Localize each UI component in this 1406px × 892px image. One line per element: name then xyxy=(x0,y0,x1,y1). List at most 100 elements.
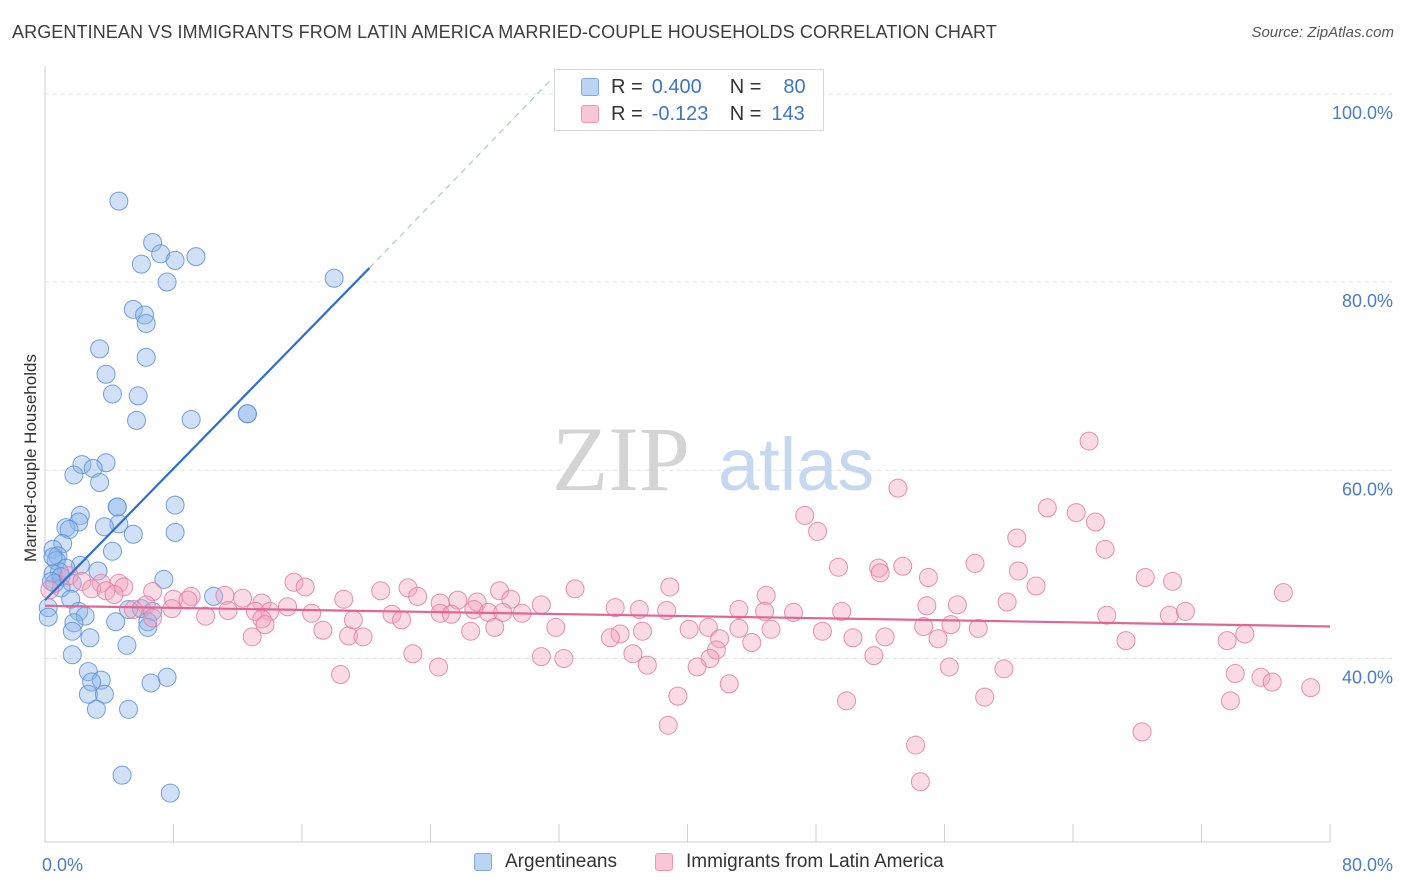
data-point xyxy=(1175,601,1195,621)
data-point xyxy=(295,577,315,597)
data-point xyxy=(334,589,354,609)
data-point xyxy=(69,512,89,532)
data-point xyxy=(1235,624,1255,644)
data-point xyxy=(756,585,776,605)
data-point xyxy=(997,592,1017,612)
data-point xyxy=(864,646,884,666)
data-point xyxy=(160,783,180,803)
data-point xyxy=(70,505,90,525)
data-point xyxy=(1262,672,1282,692)
data-point xyxy=(96,453,116,473)
data-point xyxy=(742,632,762,652)
data-point xyxy=(382,604,402,624)
data-point xyxy=(1301,678,1321,698)
data-point xyxy=(870,563,890,583)
data-point xyxy=(994,659,1014,679)
data-point xyxy=(461,621,481,641)
data-point xyxy=(975,687,995,707)
data-point xyxy=(53,534,73,554)
y-tick-label: 40.0% xyxy=(1342,667,1393,687)
data-point xyxy=(1251,667,1271,687)
data-point xyxy=(123,524,143,544)
data-point xyxy=(893,556,913,576)
legend-swatch-pink xyxy=(655,853,673,871)
data-point xyxy=(136,347,156,367)
data-point xyxy=(441,604,461,624)
data-point xyxy=(832,601,852,621)
data-point xyxy=(324,268,344,288)
legend-swatch-pink xyxy=(581,105,599,123)
chart-title: ARGENTINEAN VS IMMIGRANTS FROM LATIN AME… xyxy=(12,22,997,42)
data-point xyxy=(123,299,143,319)
data-point xyxy=(1220,691,1240,711)
data-point xyxy=(165,522,185,542)
y-tick-label: 80.0% xyxy=(1342,291,1393,311)
series-immigrants xyxy=(40,431,1321,792)
data-point xyxy=(72,571,92,591)
data-point xyxy=(1007,528,1027,548)
trend-line-argentineans xyxy=(44,267,371,601)
data-point xyxy=(1079,431,1099,451)
data-point xyxy=(284,572,304,592)
data-point xyxy=(403,644,423,664)
data-point xyxy=(255,615,275,635)
data-point xyxy=(59,520,79,540)
data-point xyxy=(531,647,551,667)
data-point xyxy=(968,618,988,638)
data-point xyxy=(143,608,163,628)
data-point xyxy=(398,578,418,598)
data-point xyxy=(233,588,253,608)
data-point xyxy=(62,621,82,641)
data-point xyxy=(910,772,930,792)
data-point xyxy=(600,628,620,648)
data-point xyxy=(531,595,551,615)
data-point xyxy=(123,600,143,620)
watermark-zip: ZIP xyxy=(552,408,690,510)
data-point xyxy=(181,409,201,429)
data-point xyxy=(1225,664,1245,684)
data-point xyxy=(127,410,147,430)
legend-n-value: 80 xyxy=(783,75,806,98)
watermark: ZIP atlas xyxy=(552,408,874,510)
data-point xyxy=(965,553,985,573)
data-point xyxy=(658,715,678,735)
data-point xyxy=(408,586,428,606)
y-axis-label: Married-couple Households xyxy=(21,354,40,562)
data-point xyxy=(86,699,106,719)
legend-item-label: Immigrants from Latin America xyxy=(686,851,944,872)
data-point xyxy=(679,619,699,639)
data-point xyxy=(128,386,148,406)
data-point xyxy=(1163,571,1183,591)
data-point xyxy=(353,627,373,647)
data-point xyxy=(138,617,158,637)
legend-item-immigrants: Immigrants from Latin America xyxy=(655,851,944,873)
data-point xyxy=(82,579,102,599)
data-point xyxy=(157,667,177,687)
legend-n-value: 143 xyxy=(771,102,805,125)
data-point xyxy=(843,628,863,648)
data-point xyxy=(102,541,122,561)
data-point xyxy=(546,617,566,637)
data-point xyxy=(78,684,98,704)
data-point xyxy=(485,617,505,637)
data-point xyxy=(165,495,185,515)
data-point xyxy=(660,577,680,597)
axes xyxy=(44,66,1331,843)
data-point xyxy=(928,629,948,649)
data-point xyxy=(429,657,449,677)
data-point xyxy=(154,569,174,589)
data-point xyxy=(112,765,132,785)
data-point xyxy=(218,600,238,620)
data-point xyxy=(837,691,857,711)
data-point xyxy=(131,254,151,274)
data-point xyxy=(96,364,116,384)
legend-item-argentineans: Argentineans xyxy=(474,851,617,873)
data-point xyxy=(795,505,815,525)
data-point xyxy=(94,517,114,537)
watermark-atlas: atlas xyxy=(718,423,874,506)
data-point xyxy=(668,686,688,706)
data-point xyxy=(80,628,100,648)
data-point xyxy=(40,580,60,600)
data-point xyxy=(143,233,163,253)
